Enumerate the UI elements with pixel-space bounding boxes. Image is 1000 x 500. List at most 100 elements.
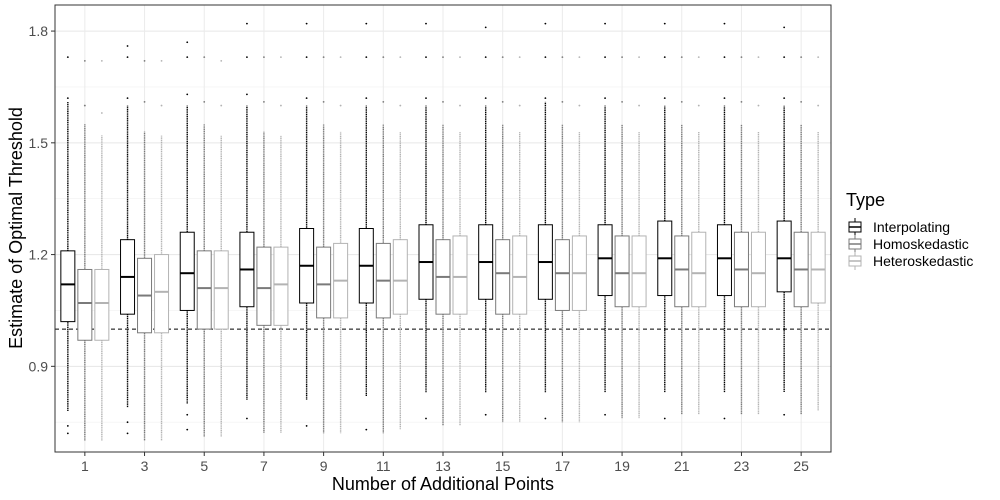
box-heteroskedastic-1	[94, 59, 110, 441]
box-heteroskedastic-9	[333, 56, 349, 434]
outlier-point	[484, 97, 487, 100]
box-iqr	[674, 235, 690, 308]
outlier-point	[186, 428, 189, 431]
outlier-point	[220, 59, 223, 62]
x-tick-label: 13	[435, 458, 451, 474]
outlier-point	[518, 56, 521, 59]
outlier-point	[365, 97, 368, 100]
box-homoskedastic-23	[733, 56, 749, 415]
outlier-point	[604, 97, 606, 100]
outlier-point	[621, 56, 623, 59]
outlier-point	[382, 56, 385, 59]
x-tick-label: 15	[495, 458, 511, 474]
outlier-point	[544, 417, 547, 420]
outlier-point	[83, 104, 86, 107]
box-homoskedastic-19	[614, 56, 630, 419]
outlier-point	[339, 104, 342, 107]
box-iqr	[554, 239, 570, 311]
outlier-point	[322, 100, 325, 103]
outlier-point	[126, 45, 129, 47]
box-iqr	[60, 250, 76, 323]
box-heteroskedastic-13	[452, 56, 468, 426]
outlier-point	[66, 432, 69, 435]
box-homoskedastic-21	[674, 56, 690, 415]
x-tick-label: 21	[674, 458, 690, 474]
box-homoskedastic-25	[793, 56, 809, 415]
box-heteroskedastic-7	[273, 56, 289, 434]
outlier-point	[365, 22, 368, 25]
outlier-point	[399, 56, 402, 59]
outlier-point	[66, 56, 69, 59]
box-iqr	[196, 250, 212, 330]
box-iqr	[597, 224, 613, 297]
box-interpolating-1	[60, 56, 76, 435]
outlier-point	[561, 56, 564, 59]
outlier-point	[126, 421, 129, 424]
outlier-point	[501, 56, 504, 59]
legend-item-heteroskedastic: Heteroskedastic	[848, 252, 973, 270]
outlier-point	[544, 22, 547, 25]
legend-item-homoskedastic: Homoskedastic	[848, 235, 969, 253]
box-homoskedastic-13	[435, 56, 451, 426]
x-tick-label: 17	[555, 458, 571, 474]
x-axis: 1 3 5 7 9 11 13 15 17 19 21 23 25	[81, 452, 809, 474]
outlier-point	[459, 56, 461, 59]
box-homoskedastic-15	[495, 56, 511, 423]
outlier-point	[740, 56, 743, 59]
box-homoskedastic-17	[554, 56, 570, 423]
box-interpolating-23	[716, 22, 732, 420]
outlier-point	[143, 59, 146, 62]
outlier-point	[100, 59, 103, 62]
outlier-point	[263, 100, 265, 103]
outlier-point	[783, 26, 786, 29]
outlier-point	[425, 22, 427, 25]
box-interpolating-17	[537, 22, 553, 420]
outlier-point	[339, 56, 342, 59]
x-tick-label: 7	[260, 458, 268, 474]
box-homoskedastic-9	[316, 56, 332, 434]
outlier-point	[246, 417, 248, 420]
outlier-point	[365, 428, 368, 431]
outlier-point	[305, 425, 308, 427]
box-heteroskedastic-21	[691, 56, 707, 415]
outlier-point	[740, 100, 743, 103]
box-iqr	[716, 224, 732, 297]
outlier-point	[126, 97, 129, 100]
outlier-point	[425, 56, 427, 59]
box-iqr	[691, 231, 707, 308]
legend-label: Homoskedastic	[873, 236, 969, 252]
outlier-point	[160, 59, 163, 62]
outlier-point	[663, 97, 666, 100]
outlier-point	[578, 56, 581, 59]
x-tick-label: 23	[734, 458, 750, 474]
outlier-point	[484, 26, 487, 29]
legend-item-interpolating: Interpolating	[848, 218, 950, 236]
outlier-point	[604, 22, 606, 25]
outlier-point	[160, 104, 163, 107]
box-interpolating-13	[418, 22, 434, 420]
outlier-point	[817, 56, 820, 59]
outlier-point	[425, 417, 427, 420]
x-tick-label: 11	[376, 458, 391, 474]
y-tick-label: 1.5	[29, 135, 49, 151]
outlier-point	[723, 56, 726, 59]
box-iqr	[213, 250, 229, 330]
outlier-point	[100, 112, 103, 114]
plot-panel	[54, 4, 832, 453]
y-tick-label: 1.2	[29, 247, 49, 263]
outlier-point	[220, 104, 223, 107]
outlier-point	[783, 413, 786, 416]
outlier-point	[365, 56, 368, 59]
box-iqr	[273, 246, 289, 326]
box-iqr	[77, 268, 93, 341]
outlier-point	[280, 56, 282, 59]
outlier-point	[680, 100, 683, 103]
legend-label: Interpolating	[873, 219, 950, 235]
box-interpolating-5	[179, 41, 195, 431]
outlier-point	[203, 56, 206, 59]
outlier-point	[425, 97, 427, 100]
x-tick-label: 5	[200, 458, 208, 474]
outlier-point	[783, 97, 786, 100]
outlier-point	[621, 100, 623, 103]
